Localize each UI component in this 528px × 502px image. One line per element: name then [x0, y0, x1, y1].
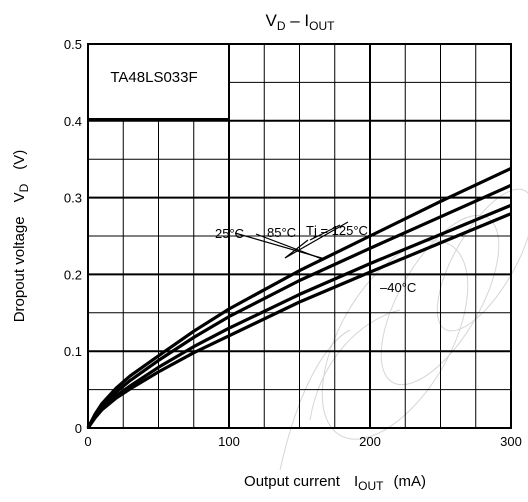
- part-label-box: [87, 43, 230, 120]
- leader-line-125: [309, 224, 341, 241]
- y-tick-label: 0.3: [64, 191, 82, 206]
- plot-frame: [87, 43, 512, 429]
- x-tick-label: 200: [359, 434, 381, 449]
- y-tick-label: 0.1: [64, 344, 82, 359]
- x-tick-label: 300: [500, 434, 522, 449]
- y-axis-label: Dropout voltageVD(V): [11, 150, 31, 323]
- x-tick-label: 100: [218, 434, 240, 449]
- series-line-3: [86, 212, 512, 429]
- leader-line-85: [234, 232, 326, 260]
- y-tick-label: 0.2: [64, 267, 82, 282]
- x-tick-label: 0: [84, 434, 91, 449]
- y-tick-label: 0.5: [64, 37, 82, 52]
- label-40c: –40°C: [380, 280, 416, 295]
- y-ticks: 0 0.1 0.2 0.3 0.4 0.5: [64, 37, 82, 436]
- label-125c: Tj = 125°C: [306, 223, 368, 238]
- x-ticks: 0 100 200 300: [84, 434, 521, 449]
- label-85c: 85°C: [267, 225, 296, 240]
- leader-125: [284, 221, 349, 259]
- grid: [88, 44, 511, 428]
- chart-title: VD – IOUT: [266, 11, 336, 33]
- y-tick-label: 0.4: [64, 114, 82, 129]
- curves: [86, 166, 512, 429]
- y-tick-label: 0: [75, 421, 82, 436]
- part-label: TA48LS033F: [110, 69, 197, 86]
- label-25c: 25°C: [215, 226, 244, 241]
- x-axis-label: Output current IOUT (mA): [244, 473, 426, 493]
